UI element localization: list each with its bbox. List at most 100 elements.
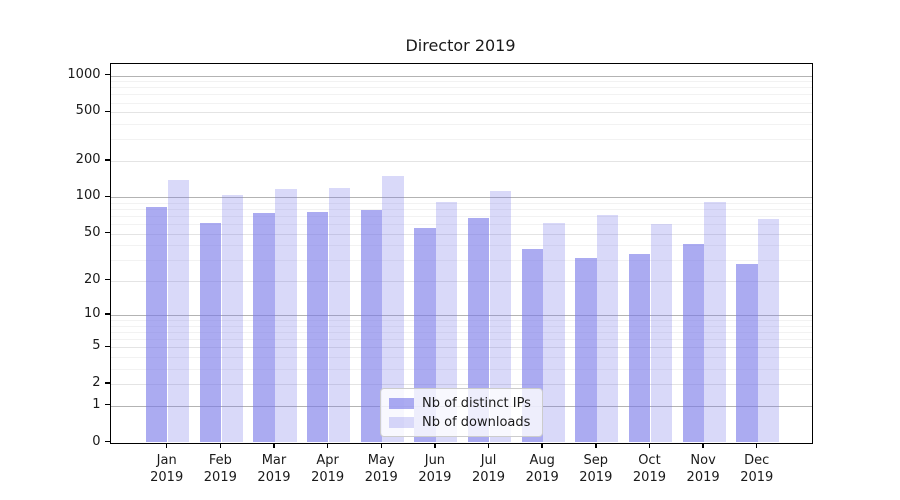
x-tick-year: 2019 <box>471 469 506 485</box>
bar-downloads-aug <box>543 223 565 443</box>
y-tick-label: 5 <box>92 338 101 354</box>
gridline-minor <box>111 102 812 104</box>
x-tick-year: 2019 <box>525 469 559 485</box>
legend: Nb of distinct IPs Nb of downloads <box>380 388 543 437</box>
gridline-minor <box>111 260 812 262</box>
x-tick-year: 2019 <box>632 469 666 485</box>
bar-distinct-ips-sep <box>575 258 597 443</box>
bar-downloads-mar <box>275 189 297 443</box>
x-tick-month: Jun <box>424 452 446 468</box>
x-tick-label: Apr 2019 <box>296 452 360 486</box>
gridline-major <box>111 112 812 114</box>
x-tick-month: Nov <box>690 452 716 468</box>
gridline-minor <box>111 202 812 204</box>
x-tick-label: Sep 2019 <box>564 452 628 486</box>
gridline-minor <box>111 357 812 359</box>
x-tick-mark <box>648 442 651 448</box>
y-tick-mark <box>104 440 110 443</box>
x-tick-month: Feb <box>208 452 232 468</box>
gridline-major <box>111 160 812 162</box>
bar-distinct-ips-feb <box>199 223 222 443</box>
x-tick-year: 2019 <box>257 469 291 485</box>
bar-downloads-nov <box>704 202 726 443</box>
x-tick-month: Aug <box>529 452 555 468</box>
bar-distinct-ips-oct <box>628 253 651 443</box>
x-tick-year: 2019 <box>150 469 184 485</box>
y-tick-label: 1 <box>92 396 101 412</box>
bar-distinct-ips-jul <box>467 218 490 443</box>
gridline-minor <box>111 124 812 126</box>
x-tick-year: 2019 <box>418 469 452 485</box>
gridline-major <box>111 197 812 199</box>
x-tick-year: 2019 <box>686 469 720 485</box>
y-tick-label: 2 <box>92 375 101 391</box>
x-tick-year: 2019 <box>364 469 398 485</box>
gridline-minor <box>111 320 812 322</box>
bar-downloads-oct <box>650 224 673 443</box>
x-tick-mark <box>487 442 490 448</box>
bar-downloads-jul <box>489 191 512 443</box>
y-tick-label: 50 <box>83 224 101 240</box>
x-tick-label: Jul 2019 <box>457 452 521 486</box>
gridline-minor <box>111 139 812 141</box>
x-tick-mark <box>219 442 222 448</box>
x-tick-year: 2019 <box>579 469 613 485</box>
x-tick-mark <box>434 442 436 448</box>
gridline-minor <box>111 94 812 96</box>
x-tick-month: Sep <box>583 452 609 468</box>
x-tick-label: May 2019 <box>349 452 413 486</box>
x-tick-month: Apr <box>316 452 339 468</box>
y-tick-label: 200 <box>75 151 101 167</box>
x-tick-label: Mar 2019 <box>242 452 306 486</box>
gridline-major <box>111 75 812 77</box>
y-tick-mark <box>104 279 110 281</box>
bar-distinct-ips-nov <box>682 243 704 443</box>
y-tick-mark <box>104 403 110 406</box>
gridline-minor <box>111 224 812 226</box>
x-tick-mark <box>702 442 704 448</box>
y-tick-mark <box>104 382 110 384</box>
bar-downloads-apr <box>328 188 351 443</box>
x-tick-month: Dec <box>744 452 770 468</box>
x-tick-month: Mar <box>261 452 287 468</box>
x-tick-mark <box>756 442 758 448</box>
x-tick-label: Nov 2019 <box>671 452 735 486</box>
gridline-major <box>111 280 812 282</box>
gridline-minor <box>111 216 812 218</box>
chart-title: Director 2019 <box>405 36 516 55</box>
bar-downloads-feb <box>221 194 243 443</box>
plot-area <box>110 63 813 444</box>
x-tick-mark <box>541 442 543 448</box>
x-tick-label: Oct 2019 <box>617 452 681 486</box>
bar-distinct-ips-jan <box>146 206 168 443</box>
y-tick-mark <box>104 313 110 315</box>
y-tick-label: 500 <box>75 103 101 119</box>
x-tick-mark <box>595 442 597 448</box>
bar-distinct-ips-apr <box>307 212 329 443</box>
legend-label-distinct-ips: Nb of distinct IPs <box>422 396 531 411</box>
y-tick-mark <box>104 345 110 348</box>
gridline-major <box>111 315 812 317</box>
x-tick-label: Dec 2019 <box>725 452 789 486</box>
legend-row: Nb of downloads <box>389 415 532 430</box>
y-tick-mark <box>104 159 110 161</box>
x-tick-mark <box>273 442 275 448</box>
gridline-minor <box>111 368 812 370</box>
gridline-major <box>111 384 812 386</box>
x-tick-month: May <box>367 452 395 468</box>
gridline-minor <box>111 81 812 83</box>
bar-downloads-may <box>382 176 404 443</box>
gridline-minor <box>111 339 812 341</box>
gridline-minor <box>111 209 812 211</box>
gridline-minor <box>111 245 812 247</box>
y-tick-mark <box>104 231 110 234</box>
bar-downloads-jun <box>436 202 458 443</box>
bar-downloads-sep <box>597 215 619 443</box>
x-tick-year: 2019 <box>203 469 237 485</box>
x-tick-mark <box>326 442 329 448</box>
x-tick-label: Aug 2019 <box>510 452 574 486</box>
x-tick-month: Jan <box>156 452 177 468</box>
y-tick-mark <box>104 110 110 112</box>
y-tick-mark <box>104 73 110 76</box>
